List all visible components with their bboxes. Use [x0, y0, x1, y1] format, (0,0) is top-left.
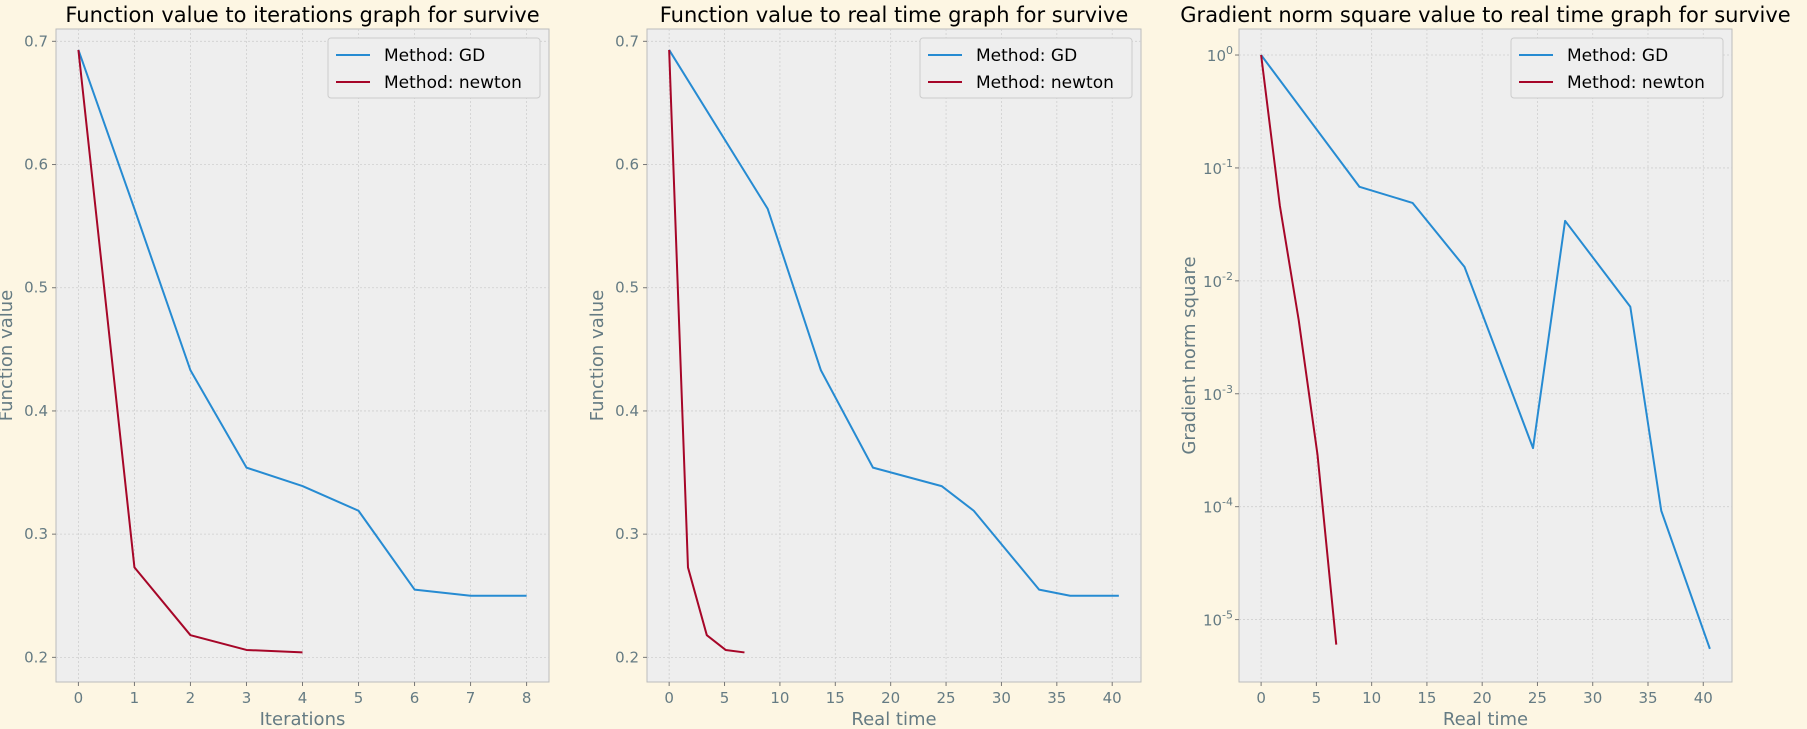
- x-tick-label: 20: [1473, 689, 1492, 707]
- x-axis-label: Iterations: [260, 709, 346, 729]
- x-tick-label: 3: [242, 689, 252, 707]
- chart-1: 0 1 2 3 4 5 6 7 8 0.2 0.3 0.4 0.5 0.6 0.7 Function valu…: [0, 3, 550, 729]
- y-tick-label: 10-1: [1203, 157, 1233, 178]
- x-tick-label: 40: [1103, 689, 1122, 707]
- chart-title: Gradient norm square value to real time …: [1180, 3, 1790, 27]
- y-tick-label: 0.2: [24, 648, 48, 666]
- legend-label: Method: newton: [384, 73, 522, 93]
- plot-area: [646, 28, 1142, 683]
- plot-area: [1238, 28, 1733, 683]
- legend-box: [919, 37, 1133, 99]
- x-tick-label: 1: [130, 689, 140, 707]
- x-tick-label: 0: [664, 689, 674, 707]
- x-tick-label: 0: [74, 689, 84, 707]
- x-tick-label: 7: [466, 689, 476, 707]
- y-tick-label: 10-5: [1203, 609, 1233, 630]
- y-tick-label: 100: [1207, 44, 1233, 65]
- chart-2: 0 5 10 15 20 25 30 35 40 0.2 0.3 0.4 0.5 0.6 0.7 Functi…: [587, 3, 1142, 729]
- x-axis-label: Real time: [851, 709, 936, 729]
- legend-label: Method: newton: [976, 73, 1114, 93]
- x-tick-label: 15: [826, 689, 845, 707]
- legend-label: Method: GD: [976, 46, 1077, 66]
- x-tick-label: 40: [1694, 689, 1713, 707]
- x-tick-label: 25: [1528, 689, 1547, 707]
- x-tick-label: 5: [354, 689, 364, 707]
- y-tick-label: 0.5: [24, 279, 48, 297]
- y-axis-label: Gradient norm square: [1179, 256, 1200, 454]
- y-tick-label: 0.6: [24, 156, 48, 174]
- x-tick-label: 0: [1256, 689, 1266, 707]
- x-tick-label: 35: [1047, 689, 1066, 707]
- legend: Method: GD Method: newton: [919, 37, 1133, 99]
- x-tick-label: 8: [522, 689, 532, 707]
- y-tick-label: 0.7: [24, 32, 48, 50]
- x-tick-label: 5: [1312, 689, 1322, 707]
- y-tick-label: 0.4: [615, 402, 639, 420]
- legend: Method: GD Method: newton: [327, 37, 541, 99]
- x-tick-label: 30: [1583, 689, 1602, 707]
- x-tick-label: 10: [1362, 689, 1381, 707]
- y-tick-label: 0.4: [24, 402, 48, 420]
- y-axis-label: Function value: [0, 290, 17, 421]
- y-tick-label: 0.7: [615, 32, 639, 50]
- x-tick-label: 15: [1417, 689, 1436, 707]
- x-tick-label: 20: [881, 689, 900, 707]
- chart-title: Function value to real time graph for su…: [660, 3, 1129, 27]
- legend-label: Method: newton: [1567, 73, 1705, 93]
- y-tick-label: 10-3: [1203, 383, 1233, 404]
- y-tick-label: 0.5: [615, 279, 639, 297]
- chart-3: 0 5 10 15 20 25 30 35 40 10-5 10-4 10-3 10-2 10-1 100 G…: [1179, 3, 1791, 729]
- x-tick-label: 4: [298, 689, 308, 707]
- y-axis-label: Function value: [587, 290, 608, 421]
- x-tick-label: 25: [937, 689, 956, 707]
- x-axis-label: Real time: [1443, 709, 1528, 729]
- x-tick-label: 5: [720, 689, 730, 707]
- y-tick-label: 0.3: [24, 525, 48, 543]
- chart-title: Function value to iterations graph for s…: [65, 3, 539, 27]
- y-tick-label: 0.3: [615, 525, 639, 543]
- legend: Method: GD Method: newton: [1510, 37, 1724, 99]
- legend-box: [1510, 37, 1724, 99]
- x-tick-label: 6: [410, 689, 420, 707]
- legend-label: Method: GD: [384, 46, 485, 66]
- y-tick-label: 0.2: [615, 648, 639, 666]
- legend-label: Method: GD: [1567, 46, 1668, 66]
- y-tick-label: 10-2: [1203, 270, 1233, 291]
- legend-box: [327, 37, 541, 99]
- x-tick-label: 2: [186, 689, 196, 707]
- x-tick-label: 30: [992, 689, 1011, 707]
- x-tick-label: 35: [1638, 689, 1657, 707]
- x-tick-label: 10: [770, 689, 789, 707]
- y-tick-label: 10-4: [1203, 496, 1233, 517]
- y-tick-label: 0.6: [615, 156, 639, 174]
